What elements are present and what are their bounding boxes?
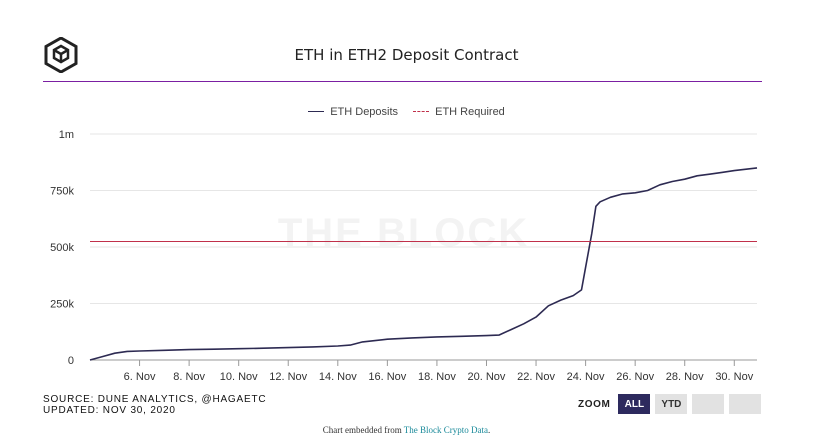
- x-tick-label: 12. Nov: [269, 371, 307, 383]
- chart-legend: ETH Deposits ETH Required: [0, 103, 813, 118]
- zoom-label: ZOOM: [578, 398, 611, 410]
- x-tick-label: 14. Nov: [319, 371, 357, 383]
- x-tick-label: 18. Nov: [418, 371, 456, 383]
- source-line: SOURCE: DUNE ANALYTICS, @HAGAETC: [43, 394, 267, 405]
- y-tick-label: 0: [68, 355, 74, 367]
- chart-source: SOURCE: DUNE ANALYTICS, @HAGAETC UPDATED…: [43, 394, 266, 416]
- legend-swatch-deposits: [308, 111, 325, 112]
- title-divider: [43, 81, 762, 82]
- legend-label-required: ETH Required: [435, 105, 505, 118]
- embed-suffix: .: [488, 425, 491, 435]
- x-tick-label: 26. Nov: [616, 371, 654, 383]
- y-tick-label: 250k: [50, 299, 74, 311]
- legend-swatch-required: [413, 111, 430, 112]
- chart-watermark: THE BLOCK: [278, 211, 529, 255]
- legend-label-deposits: ETH Deposits: [330, 105, 399, 118]
- y-tick-label: 750k: [50, 186, 74, 198]
- x-tick-label: 20. Nov: [468, 371, 506, 383]
- zoom-blank-button-1[interactable]: [692, 394, 725, 414]
- embed-credit: Chart embedded from The Block Crypto Dat…: [0, 425, 813, 435]
- embed-link[interactable]: The Block Crypto Data: [403, 425, 489, 435]
- legend-item-eth-required[interactable]: ETH Required: [413, 106, 505, 118]
- y-tick-label: 1m: [59, 129, 74, 141]
- x-tick-label: 10. Nov: [220, 371, 258, 383]
- x-tick-label: 28. Nov: [666, 371, 704, 383]
- updated-line: UPDATED: NOV 30, 2020: [43, 405, 176, 416]
- zoom-ytd-button[interactable]: YTD: [655, 394, 688, 414]
- x-tick-label: 16. Nov: [368, 371, 406, 383]
- y-tick-label: 500k: [50, 242, 74, 254]
- x-tick-label: 6. Nov: [124, 371, 156, 383]
- x-tick-label: 30. Nov: [715, 371, 753, 383]
- embed-prefix: Chart embedded from: [322, 425, 404, 435]
- x-tick-label: 22. Nov: [517, 371, 555, 383]
- zoom-controls: ZOOM ALL YTD: [578, 394, 766, 414]
- zoom-blank-button-2[interactable]: [729, 394, 762, 414]
- legend-item-eth-deposits[interactable]: ETH Deposits: [308, 106, 398, 118]
- zoom-all-button[interactable]: ALL: [618, 394, 651, 414]
- series-line-eth-deposits: [89, 167, 758, 361]
- x-tick-label: 24. Nov: [567, 371, 605, 383]
- chart-title: ETH in ETH2 Deposit Contract: [294, 46, 519, 64]
- the-block-cube-icon: [44, 37, 78, 73]
- x-tick-label: 8. Nov: [173, 371, 205, 383]
